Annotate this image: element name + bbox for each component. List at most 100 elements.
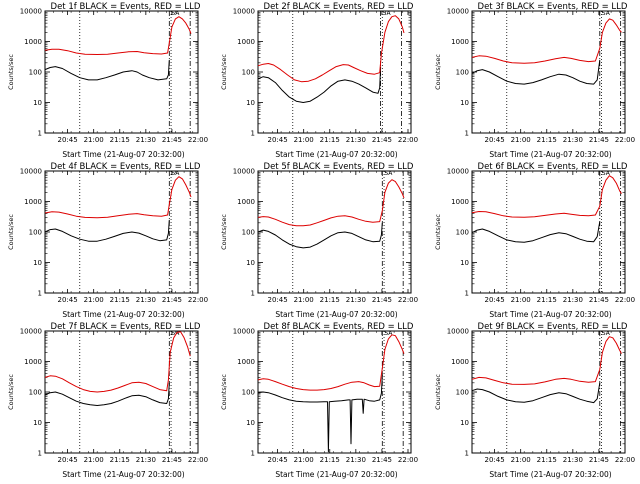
y-tick-label: 10 [460,419,469,427]
x-axis-label: Start Time (21-Aug-07 20:32:00) [62,150,184,159]
y-tick-label: 10000 [233,328,255,336]
x-tick-label: 21:15 [320,456,340,464]
y-tick-label: 10 [33,419,42,427]
x-tick-label: 21:45 [589,456,609,464]
events-series-line [471,221,601,243]
panel-title: Det 1f BLACK = Events, RED = LLD [51,2,201,12]
plot-frame [471,10,626,134]
y-tick-label: 10000 [233,8,255,16]
x-tick-label: 21:15 [537,456,557,464]
saa-marker-label: SA [171,330,180,337]
y-tick-label: 1 [465,130,469,138]
x-tick-label: 21:00 [84,456,104,464]
y-tick-label: 1000 [24,358,42,366]
y-tick-label: 1000 [24,38,42,46]
y-tick-label: 10000 [233,168,255,176]
x-tick-label: 21:45 [589,296,609,304]
x-tick-label: 20:45 [268,456,288,464]
y-tick-label: 10000 [20,8,42,16]
x-tick-label: 21:45 [372,456,392,464]
x-tick-label: 21:00 [294,136,314,144]
x-tick-label: 22:00 [188,296,208,304]
y-tick-label: 1 [251,290,255,298]
events-series-line [44,382,170,406]
y-tick-label: 1 [465,450,469,458]
plot-frame [257,10,412,134]
x-tick-label: 20:45 [58,456,78,464]
panel-title: Det 4f BLACK = Events, RED = LLD [51,162,201,172]
x-tick-label: 21:30 [346,456,366,464]
x-tick-label: 20:45 [485,296,505,304]
x-tick-label: 22:00 [615,456,635,464]
y-tick-label: 10 [246,419,255,427]
y-tick-label: 1 [251,130,255,138]
x-tick-label: 22:00 [398,456,418,464]
x-tick-label: 22:00 [398,136,418,144]
plot-frame [257,170,412,294]
plot-frame [44,330,199,454]
y-tick-label: 100 [242,229,255,237]
x-tick-label: 21:15 [110,296,130,304]
detector-panel: Det 2f BLACK = Events, RED = LLD Counts/s… [220,2,418,159]
panel-title: Det 2f BLACK = Events, RED = LLD [264,2,414,12]
x-axis-label: Start Time (21-Aug-07 20:32:00) [489,150,611,159]
x-tick-label: 21:30 [563,136,583,144]
x-tick-label: 21:45 [589,136,609,144]
x-axis-label: Start Time (21-Aug-07 20:32:00) [489,470,611,479]
y-tick-label: 10000 [447,8,469,16]
detector-panel: Det 1f BLACK = Events, RED = LLD Counts/s… [7,2,208,159]
y-tick-label: 10 [460,259,469,267]
y-tick-label: 1 [38,290,42,298]
x-tick-label: 21:45 [162,136,182,144]
detector-panel: Det 9f BLACK = Events, RED = LLD Counts/s… [434,322,635,479]
y-axis-label: Counts/sec [434,214,442,250]
detector-panel: Det 7f BLACK = Events, RED = LLD Counts/s… [7,322,208,479]
x-tick-label: 21:00 [511,296,531,304]
x-tick-label: 21:45 [372,296,392,304]
y-axis-label: Counts/sec [7,54,15,90]
x-tick-label: 22:00 [398,296,418,304]
lld-series-line [44,176,192,219]
y-tick-label: 100 [29,69,42,77]
events-series-line [257,222,383,249]
x-tick-label: 21:00 [84,296,104,304]
y-tick-label: 10 [246,99,255,107]
y-axis-label: Counts/sec [434,374,442,410]
lld-series-line [257,15,405,83]
panel-title: Det 5f BLACK = Events, RED = LLD [264,162,414,172]
y-tick-label: 100 [456,389,469,397]
x-axis-label: Start Time (21-Aug-07 20:32:00) [62,310,184,319]
saa-marker-label: SA [602,330,611,337]
panel-title: Det 7f BLACK = Events, RED = LLD [51,322,201,332]
x-tick-label: 21:45 [372,136,392,144]
x-tick-label: 21:15 [320,296,340,304]
detector-panel: Det 4f BLACK = Events, RED = LLD Counts/s… [7,162,208,319]
x-tick-label: 20:45 [485,456,505,464]
x-tick-label: 22:00 [188,456,208,464]
saa-marker-label: SA [171,10,180,17]
y-tick-label: 1 [465,290,469,298]
events-series-line [44,59,170,81]
x-tick-label: 21:45 [162,456,182,464]
y-tick-label: 1 [38,450,42,458]
detector-panel: Det 6f BLACK = Events, RED = LLD Counts/s… [434,162,635,319]
x-tick-label: 21:00 [511,136,531,144]
x-axis-label: Start Time (21-Aug-07 20:32:00) [62,470,184,479]
y-axis-label: Counts/sec [434,54,442,90]
saa-marker-label: SA [383,10,392,17]
lld-series-line [471,336,622,385]
x-tick-label: 21:30 [563,296,583,304]
x-tick-label: 22:00 [615,296,635,304]
plot-frame [44,170,199,294]
events-series-line [257,66,382,103]
events-series-line [257,375,383,453]
lld-series-line [44,331,191,393]
x-tick-label: 21:30 [346,296,366,304]
y-tick-label: 10 [33,259,42,267]
y-tick-label: 10 [460,99,469,107]
y-tick-label: 100 [242,389,255,397]
x-tick-label: 20:45 [485,136,505,144]
lld-series-line [257,334,405,391]
saa-marker-label: SA [171,170,180,177]
